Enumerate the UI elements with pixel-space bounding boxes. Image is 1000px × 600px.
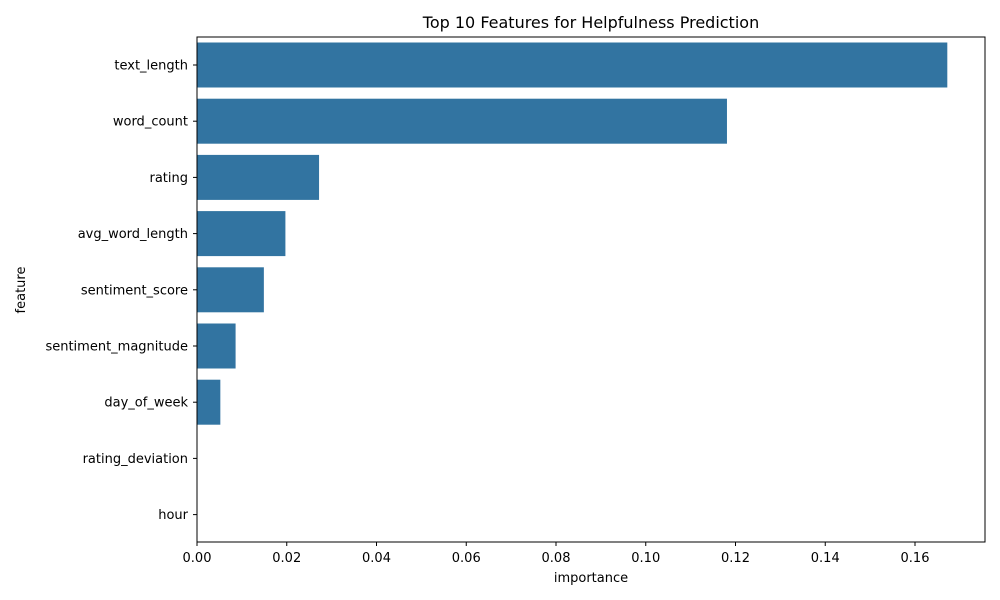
- y-tick-label: word_count: [113, 115, 188, 130]
- bar-rating: [197, 154, 320, 200]
- y-tick-label: hour: [158, 508, 188, 523]
- x-axis-label: importance: [554, 571, 628, 586]
- x-tick-label: 0.14: [811, 551, 840, 566]
- x-tick-label: 0.00: [183, 551, 212, 566]
- y-tick-label: rating_deviation: [83, 452, 188, 467]
- x-axis-ticks: 0.00 0.02 0.04 0.06 0.08 0.10 0.12 0.14 0.16: [183, 542, 930, 566]
- bar-sentiment_magnitude: [197, 323, 236, 369]
- bar-day_of_week: [197, 379, 221, 425]
- x-tick-label: 0.06: [452, 551, 481, 566]
- x-tick-label: 0.10: [631, 551, 660, 566]
- bar-word_count: [197, 98, 727, 144]
- y-tick-label: sentiment_magnitude: [45, 340, 188, 355]
- x-tick-label: 0.08: [542, 551, 571, 566]
- y-tick-label: sentiment_score: [81, 283, 188, 298]
- bar-text_length: [197, 42, 948, 88]
- y-axis-label: feature: [14, 267, 29, 314]
- plot-frame: [196, 36, 986, 543]
- y-tick-label: rating: [149, 171, 188, 186]
- bar-sentiment_score: [197, 267, 264, 313]
- y-tick-label: day_of_week: [104, 396, 188, 411]
- chart-title: Top 10 Features for Helpfulness Predicti…: [422, 13, 759, 32]
- bar-avg_word_length: [197, 211, 286, 257]
- y-tick-label: text_length: [114, 59, 188, 74]
- x-tick-label: 0.12: [721, 551, 750, 566]
- x-tick-label: 0.04: [362, 551, 391, 566]
- x-tick-label: 0.02: [272, 551, 301, 566]
- x-tick-label: 0.16: [901, 551, 930, 566]
- bars-group: [197, 42, 948, 425]
- y-tick-label: avg_word_length: [78, 227, 188, 242]
